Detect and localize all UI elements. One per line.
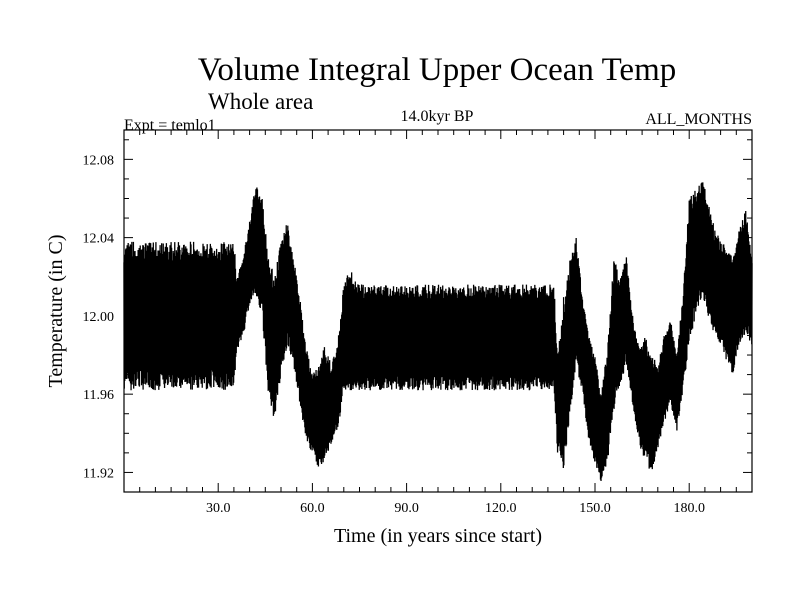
- y-tick-label: 11.96: [83, 388, 114, 403]
- x-tick-label: 120.0: [485, 501, 517, 516]
- x-tick-label: 90.0: [394, 501, 419, 516]
- y-axis: 11.92 11.96 12.00 12.04 12.08: [83, 139, 752, 481]
- data-series: [123, 182, 753, 482]
- series-line: [123, 182, 753, 482]
- chart-title: Volume Integral Upper Ocean Temp: [198, 52, 676, 88]
- chart-subtitle: Whole area: [208, 89, 313, 114]
- y-tick-label: 12.04: [83, 232, 115, 247]
- y-tick-label: 12.08: [83, 153, 115, 168]
- x-tick-label: 30.0: [206, 501, 231, 516]
- period-label: 14.0kyr BP: [401, 108, 474, 125]
- y-tick-label: 11.92: [83, 466, 114, 481]
- x-tick-label: 150.0: [579, 501, 611, 516]
- x-tick-label: 180.0: [673, 501, 705, 516]
- y-tick-label: 12.00: [83, 310, 115, 325]
- experiment-label: Expt = temlo1: [124, 117, 216, 134]
- y-axis-label: Temperature (in C): [45, 235, 67, 388]
- x-tick-label: 60.0: [300, 501, 325, 516]
- months-label: ALL_MONTHS: [645, 111, 752, 128]
- x-axis-label: Time (in years since start): [334, 525, 542, 547]
- x-axis: 30.0 60.0 90.0 120.0 150.0 180.0: [139, 130, 737, 516]
